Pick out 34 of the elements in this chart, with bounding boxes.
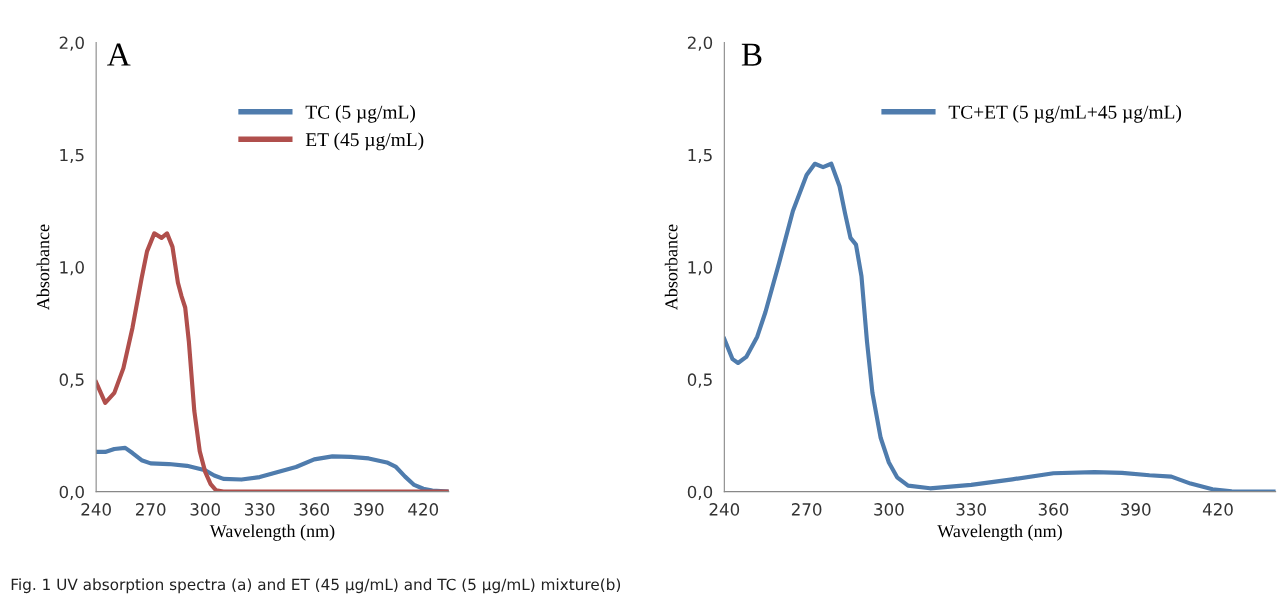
y-tick-label: 1,5 xyxy=(60,148,84,164)
x-axis-title: Wavelength (nm) xyxy=(937,524,1062,541)
x-tick-label: 330 xyxy=(956,503,986,516)
x-tick-label: 270 xyxy=(791,503,822,516)
x-tick-label: 270 xyxy=(135,503,166,516)
x-tick-label: 300 xyxy=(190,503,220,516)
x-tick-label: 240 xyxy=(81,503,111,516)
x-tick-label: 360 xyxy=(1038,503,1069,516)
x-tick-label: 390 xyxy=(354,503,384,516)
y-tick-label: 1,0 xyxy=(688,261,713,276)
y-axis-title: Absorbance xyxy=(664,224,678,311)
x-tick-label: 240 xyxy=(709,503,740,516)
chart-title: A xyxy=(107,43,131,66)
x-tick-label: 360 xyxy=(299,503,330,516)
y-tick-label: 1,0 xyxy=(60,261,84,276)
y-tick-label: 0,0 xyxy=(59,485,84,500)
x-tick-label: 330 xyxy=(245,503,275,516)
y-tick-label: 2,0 xyxy=(687,36,713,51)
y-tick-label: 2,0 xyxy=(59,36,84,51)
y-tick-label: 1,5 xyxy=(688,148,712,164)
x-tick-label: 420 xyxy=(1202,503,1233,516)
y-tick-label: 0,0 xyxy=(687,485,713,500)
x-axis-title: Wavelength (nm) xyxy=(209,524,335,541)
y-axis-title: Absorbance xyxy=(36,224,50,311)
x-tick-label: 420 xyxy=(408,503,439,516)
chart-title: B xyxy=(741,43,762,66)
x-tick-label: 300 xyxy=(874,503,904,516)
x-tick-label: 390 xyxy=(1121,503,1151,516)
y-tick-label: 0,5 xyxy=(687,373,712,388)
caption: Fig. 1 UV absorption spectra (a) and ET (45 µg/mL) and TC (5 µg/mL) mixture(b) xyxy=(11,578,621,594)
legend-label: TC+ET (5 µg/mL+45 µg/mL) xyxy=(948,105,1182,123)
y-tick-label: 0,5 xyxy=(59,373,84,388)
legend-label: TC (5 µg/mL) xyxy=(305,105,416,123)
legend-label: ET (45 µg/mL) xyxy=(305,132,424,151)
